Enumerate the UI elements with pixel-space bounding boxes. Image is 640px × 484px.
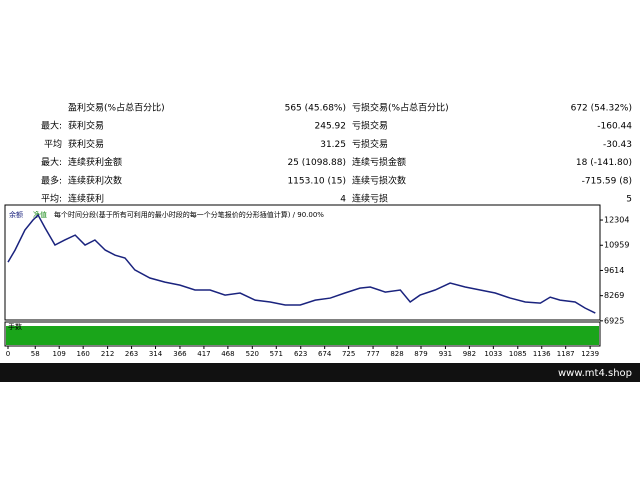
row-value: 245.92 bbox=[315, 122, 347, 132]
x-tick-label: 931 bbox=[439, 350, 452, 358]
row-value: 31.25 bbox=[320, 140, 346, 150]
row-prefix: 最多: bbox=[41, 174, 62, 186]
x-tick-label: 0 bbox=[6, 350, 10, 358]
y-tick-label: 6925 bbox=[604, 316, 624, 325]
x-tick-label: 1239 bbox=[581, 350, 599, 358]
x-tick-label: 160 bbox=[76, 350, 89, 358]
x-tick-label: 520 bbox=[246, 350, 259, 358]
row-name: 盈利交易(%占总百分比) bbox=[68, 102, 165, 114]
row-prefix: 平均: bbox=[41, 193, 62, 205]
row-value: 565 (45.68%) bbox=[285, 104, 346, 114]
row-prefix: 最大: bbox=[41, 156, 62, 168]
row-name: 亏损交易(%占总百分比) bbox=[352, 102, 449, 114]
x-tick-label: 212 bbox=[101, 350, 114, 358]
row-name: 亏损交易 bbox=[352, 138, 388, 150]
row-name: 连续获利次数 bbox=[68, 174, 122, 186]
x-tick-label: 314 bbox=[149, 350, 163, 358]
x-tick-label: 879 bbox=[414, 350, 427, 358]
y-tick-label: 8269 bbox=[604, 291, 624, 300]
x-tick-label: 417 bbox=[197, 350, 210, 358]
x-tick-label: 1085 bbox=[509, 350, 527, 358]
row-prefix: 平均 bbox=[44, 138, 62, 150]
row-value: 18 (-141.80) bbox=[576, 158, 632, 168]
row-value: 4 bbox=[340, 195, 346, 205]
y-tick-label: 12304 bbox=[604, 216, 629, 225]
footer-text: www.mt4.shop bbox=[558, 368, 632, 379]
row-value: 5 bbox=[626, 195, 632, 205]
row-name: 连续获利 bbox=[68, 193, 104, 205]
x-tick-label: 366 bbox=[173, 350, 187, 358]
row-value: 672 (54.32%) bbox=[571, 104, 632, 114]
chart-frame bbox=[4, 204, 601, 321]
tab: 余额 bbox=[9, 210, 23, 219]
row-name: 获利交易 bbox=[68, 138, 104, 150]
x-tick-label: 982 bbox=[463, 350, 476, 358]
row-name: 亏损交易 bbox=[352, 120, 388, 132]
row-name: 连续亏损金额 bbox=[352, 156, 406, 168]
x-tick-label: 571 bbox=[270, 350, 283, 358]
y-tick-label: 9614 bbox=[604, 266, 624, 275]
volume-label: 手数 bbox=[8, 322, 22, 331]
x-tick-label: 109 bbox=[53, 350, 66, 358]
row-name: 获利交易 bbox=[68, 120, 104, 132]
x-tick-label: 1136 bbox=[533, 350, 551, 358]
balance-line bbox=[7, 213, 596, 314]
x-tick-label: 725 bbox=[342, 350, 355, 358]
x-tick-label: 1187 bbox=[557, 350, 575, 358]
x-tick-label: 777 bbox=[366, 350, 379, 358]
tab: 净值 bbox=[33, 210, 47, 219]
volume-area bbox=[6, 326, 599, 345]
x-tick-label: 468 bbox=[221, 350, 234, 358]
x-tick-label: 1033 bbox=[484, 350, 502, 358]
row-value: -30.43 bbox=[603, 140, 632, 150]
row-value: 1153.10 (15) bbox=[287, 176, 346, 186]
row-name: 连续亏损 bbox=[352, 193, 388, 205]
x-tick-label: 58 bbox=[31, 350, 40, 358]
row-name: 连续获利金额 bbox=[68, 156, 122, 168]
x-tick-label: 623 bbox=[294, 350, 307, 358]
row-value: 25 (1098.88) bbox=[287, 158, 346, 168]
x-tick-label: 674 bbox=[318, 350, 332, 358]
chart-subtitle: 每个时间分段(基于所有可利用的最小时段的每一个分笔报价的分形插值计算) / 90… bbox=[54, 210, 324, 219]
y-tick-label: 10959 bbox=[604, 241, 629, 250]
footer-bar bbox=[0, 363, 640, 382]
x-tick-label: 828 bbox=[390, 350, 403, 358]
row-prefix: 最大: bbox=[41, 120, 62, 132]
row-value: -160.44 bbox=[597, 122, 632, 132]
row-value: -715.59 (8) bbox=[582, 176, 632, 186]
x-tick-label: 263 bbox=[125, 350, 138, 358]
row-name: 连续亏损次数 bbox=[352, 174, 406, 186]
